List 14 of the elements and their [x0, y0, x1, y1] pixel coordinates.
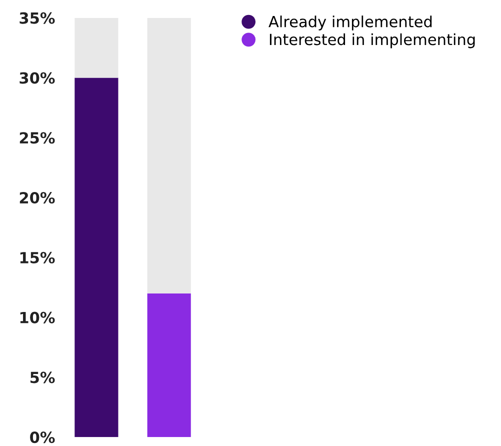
y-tick-label: 10% — [20, 312, 55, 324]
y-tick-label: 0% — [30, 432, 55, 444]
legend-label: Interested in implementing — [270, 33, 475, 48]
y-tick-label: 5% — [30, 372, 55, 384]
bar — [74, 18, 118, 78]
bar — [147, 18, 191, 294]
y-tick-label: 20% — [20, 192, 55, 204]
y-tick-label: 35% — [20, 12, 55, 24]
y-tick-label: 25% — [20, 132, 55, 144]
y-tick-label: 15% — [20, 252, 55, 264]
y-tick-label: 30% — [20, 72, 55, 84]
legend-label: Already implemented — [268, 16, 432, 30]
bar — [74, 78, 118, 438]
bar — [147, 293, 191, 438]
